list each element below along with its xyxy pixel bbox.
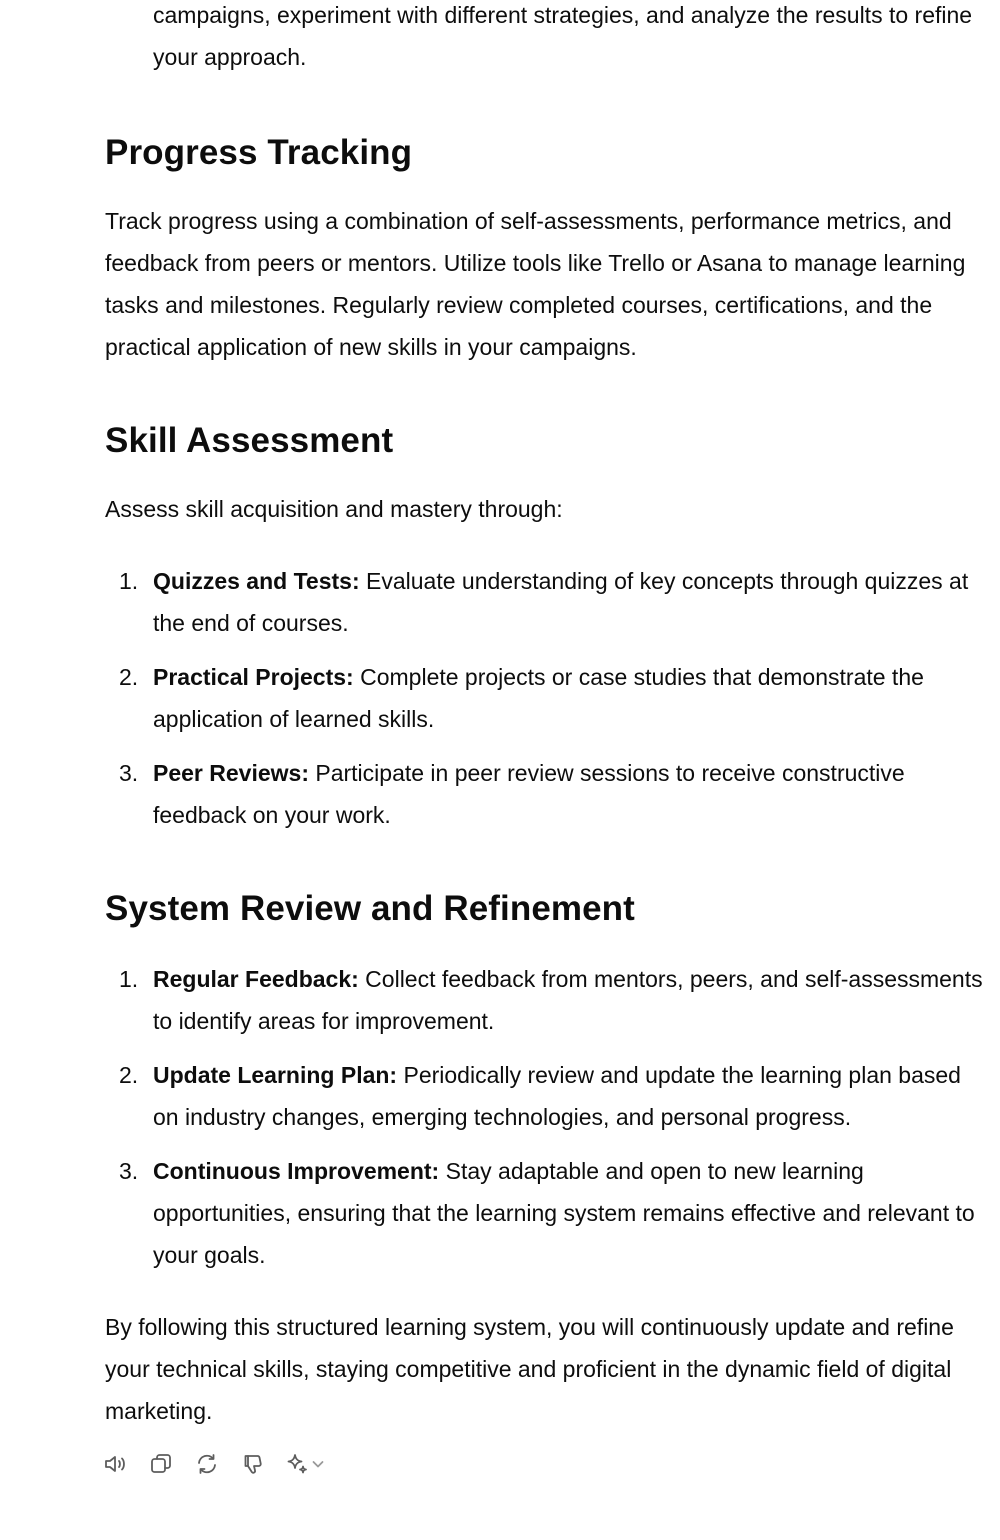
list-item-text: Complete projects or case studies that d…: [153, 664, 924, 732]
intro-continued-text: campaigns, experiment with different str…: [153, 2, 973, 70]
copy-icon: [148, 1451, 174, 1482]
copy-button[interactable]: [146, 1451, 176, 1481]
list-item-text: Collect feedback from mentors, peers, an…: [153, 966, 983, 1034]
skill-assessment-list: 1. Quizzes and Tests: Evaluate understand…: [105, 560, 985, 836]
list-number: 1.: [119, 966, 139, 992]
list-item-text: Periodically review and update the learn…: [153, 1062, 961, 1130]
list-item-title: Peer Reviews:: [153, 760, 309, 786]
progress-tracking-body: Track progress using a combination of se…: [105, 208, 966, 360]
message-action-toolbar: [100, 1450, 330, 1482]
system-review-heading: System Review and Refinement: [105, 889, 635, 928]
list-number: 3.: [119, 760, 139, 786]
list-item-text: Evaluate understanding of key concepts t…: [153, 568, 969, 636]
list-number: 1.: [119, 568, 139, 594]
list-item-text: Participate in peer review sessions to r…: [153, 760, 905, 828]
list-number: 3.: [119, 1158, 139, 1184]
skill-assessment-heading: Skill Assessment: [105, 421, 394, 460]
list-number: 2.: [119, 1062, 139, 1088]
list-item: 2. Practical Projects: Complete projects …: [105, 656, 985, 740]
thumbs-down-icon: [240, 1451, 266, 1482]
speaker-icon: [102, 1451, 128, 1482]
chevron-down-icon: [310, 1456, 326, 1477]
list-item-title: Regular Feedback:: [153, 966, 359, 992]
regenerate-button[interactable]: [192, 1451, 222, 1481]
read-aloud-button[interactable]: [100, 1451, 130, 1481]
list-item-title: Practical Projects:: [153, 664, 354, 690]
regenerate-icon: [194, 1451, 220, 1482]
skill-assessment-intro: Assess skill acquisition and mastery thr…: [105, 496, 563, 522]
list-item-title: Update Learning Plan:: [153, 1062, 398, 1088]
list-item-title: Quizzes and Tests:: [153, 568, 360, 594]
sparkle-icon: [284, 1451, 310, 1482]
list-item: 1. Quizzes and Tests: Evaluate understand…: [105, 560, 985, 644]
list-number: 2.: [119, 664, 139, 690]
list-item: 1. Regular Feedback: Collect feedback fro…: [105, 958, 985, 1042]
list-item-text: Stay adaptable and open to new learning …: [153, 1158, 975, 1268]
conclusion-text: By following this structured learning sy…: [105, 1314, 954, 1424]
list-item-title: Continuous Improvement:: [153, 1158, 440, 1184]
progress-tracking-heading: Progress Tracking: [105, 133, 413, 172]
switch-model-button[interactable]: [284, 1451, 330, 1481]
list-item: 3. Continuous Improvement: Stay adaptable…: [105, 1150, 985, 1276]
bad-response-button[interactable]: [238, 1451, 268, 1481]
system-review-list: 1. Regular Feedback: Collect feedback fro…: [105, 958, 985, 1276]
list-item: 3. Peer Reviews: Participate in peer revi…: [105, 752, 985, 836]
list-item: 2. Update Learning Plan: Periodically rev…: [105, 1054, 985, 1138]
